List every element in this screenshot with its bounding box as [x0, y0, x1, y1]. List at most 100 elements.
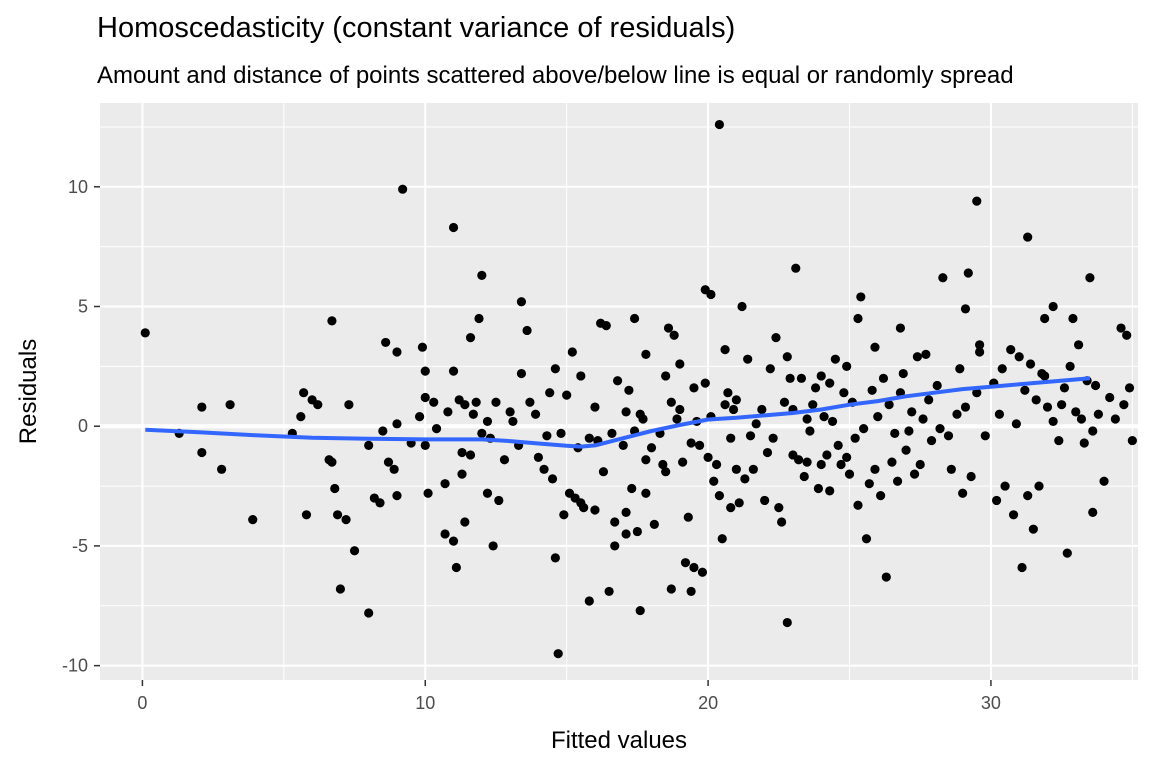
data-point — [1011, 419, 1021, 429]
data-point — [516, 368, 527, 379]
data-points — [140, 119, 1137, 659]
data-point — [861, 534, 872, 544]
data-point — [683, 512, 693, 522]
data-point — [488, 541, 498, 551]
data-point — [853, 313, 863, 324]
data-point — [748, 464, 758, 474]
data-point — [867, 385, 877, 395]
data-point — [491, 397, 501, 407]
data-point — [635, 605, 645, 616]
data-point — [389, 464, 399, 474]
data-point — [460, 400, 470, 410]
x-tick-label: 10 — [415, 693, 435, 713]
data-point — [723, 388, 733, 398]
data-point — [448, 366, 459, 376]
data-point — [330, 483, 340, 494]
data-point — [556, 428, 566, 438]
data-point — [813, 483, 823, 494]
data-point — [907, 407, 917, 417]
y-axis: -10 -5 0 5 10 — [62, 177, 100, 676]
data-point — [720, 400, 730, 410]
data-point — [1062, 548, 1072, 558]
data-point — [932, 380, 942, 391]
data-point — [1023, 232, 1033, 242]
data-point — [887, 457, 897, 467]
data-point — [921, 349, 931, 359]
data-point — [612, 376, 623, 386]
data-point — [545, 388, 555, 398]
data-point — [610, 541, 620, 551]
data-point — [448, 536, 459, 546]
data-point — [420, 440, 430, 450]
data-point — [675, 404, 685, 415]
data-point — [341, 514, 351, 525]
data-point — [1040, 371, 1050, 381]
data-point — [745, 431, 756, 441]
x-tick-label: 20 — [698, 693, 718, 713]
data-point — [1093, 409, 1104, 419]
data-point — [335, 584, 346, 594]
data-point — [398, 184, 408, 194]
data-point — [327, 457, 337, 467]
data-point — [991, 495, 1002, 506]
x-axis-title: Fitted values — [551, 727, 687, 754]
data-point — [720, 345, 730, 355]
data-point — [217, 464, 227, 474]
data-point — [661, 467, 671, 477]
data-point — [881, 572, 891, 582]
data-point — [943, 431, 954, 441]
data-point — [680, 558, 691, 568]
data-point — [525, 397, 535, 407]
data-point — [505, 407, 515, 417]
y-tick-label: 10 — [68, 177, 88, 197]
data-point — [1028, 524, 1038, 534]
data-point — [621, 507, 631, 518]
data-point — [598, 467, 609, 477]
data-point — [423, 488, 433, 498]
y-tick-label: -5 — [72, 536, 88, 556]
data-point — [870, 342, 880, 352]
data-point — [751, 419, 761, 429]
data-point — [757, 404, 767, 415]
data-point — [1006, 345, 1016, 355]
data-point — [332, 510, 343, 520]
data-point — [915, 459, 925, 470]
chart-title: Homoscedasticity (constant variance of r… — [97, 12, 736, 44]
y-axis-title: Residuals — [15, 339, 42, 444]
data-point — [765, 364, 775, 374]
data-point — [364, 608, 374, 618]
data-point — [590, 402, 600, 412]
chart-subtitle: Amount and distance of points scattered … — [97, 62, 1014, 89]
data-point — [1020, 385, 1030, 395]
data-point — [494, 495, 504, 506]
data-point — [607, 428, 617, 438]
data-point — [1025, 359, 1036, 369]
x-axis: 0 10 20 30 — [137, 680, 1001, 713]
data-point — [856, 292, 866, 302]
data-point — [1105, 392, 1115, 403]
data-point — [1088, 507, 1098, 518]
data-point — [420, 366, 430, 376]
data-point — [468, 409, 478, 419]
data-point — [641, 455, 651, 465]
data-point — [726, 503, 736, 513]
data-point — [810, 383, 821, 393]
data-point — [827, 416, 838, 427]
data-point — [1034, 481, 1044, 491]
data-point — [443, 407, 453, 417]
data-point — [833, 440, 843, 450]
data-point — [1085, 273, 1095, 283]
data-point — [706, 289, 716, 300]
data-point — [958, 488, 968, 498]
data-point — [140, 328, 150, 338]
data-point — [791, 263, 801, 273]
data-point — [830, 354, 840, 364]
data-point — [499, 455, 510, 465]
data-point — [666, 397, 676, 407]
data-point — [675, 359, 685, 369]
data-point — [1017, 562, 1027, 573]
data-point — [567, 347, 577, 357]
data-point — [601, 321, 611, 331]
data-point — [1059, 383, 1070, 393]
data-point — [808, 400, 818, 410]
